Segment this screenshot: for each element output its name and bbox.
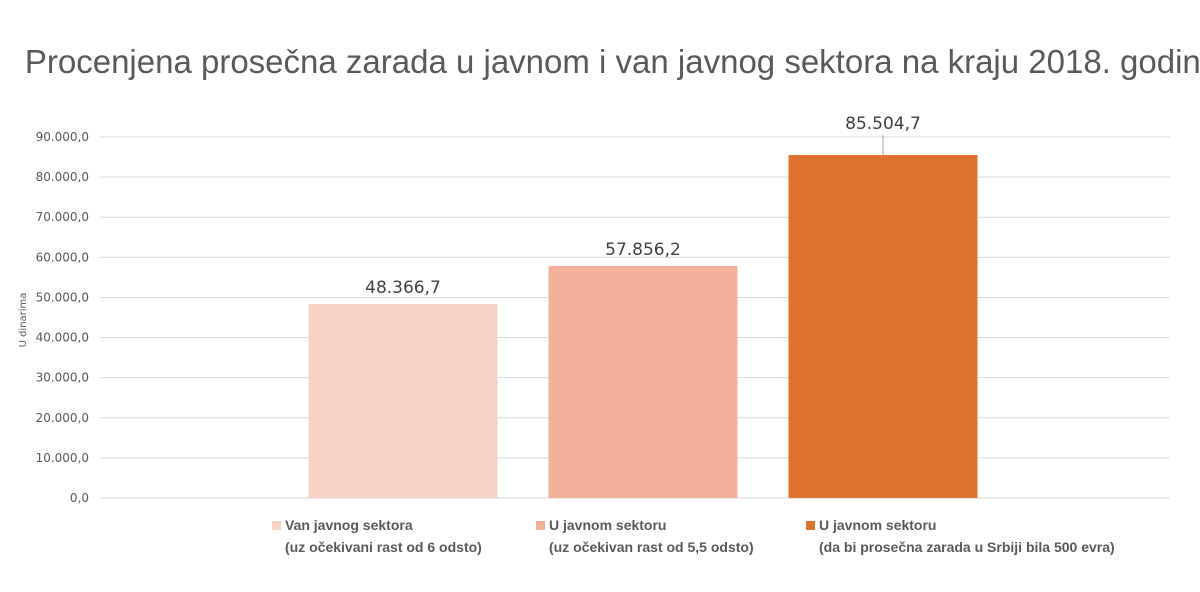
bar-1 (548, 265, 738, 498)
y-tick-label: 50.000,0 (36, 290, 89, 304)
bar-2 (788, 155, 978, 499)
bar-0 (308, 303, 498, 498)
legend-swatch-2 (806, 521, 815, 530)
data-label-2: 85.504,7 (845, 114, 921, 134)
legend-item-2: U javnom sektoru (da bi prosečna zarada … (806, 514, 1115, 558)
legend-swatch-1 (536, 521, 545, 530)
legend-sublabel-2: (da bi prosečna zarada u Srbiji bila 500… (819, 539, 1115, 555)
legend-sublabel-0: (uz očekivani rast od 6 odsto) (285, 539, 482, 555)
y-tick-label: 0,0 (70, 491, 89, 505)
legend-item-0: Van javnog sektora (uz očekivani rast od… (272, 514, 482, 558)
chart-title: Procenjena prosečna zarada u javnom i va… (24, 43, 1200, 80)
y-tick-label: 40.000,0 (36, 331, 89, 345)
y-tick-label: 30.000,0 (36, 371, 89, 385)
legend-label-2: U javnom sektoru (819, 517, 937, 533)
legend-label-0: Van javnog sektora (285, 517, 413, 533)
legend-label-1: U javnom sektoru (549, 517, 667, 533)
legend-swatch-0 (272, 521, 281, 530)
y-tick-label: 80.000,0 (36, 170, 89, 184)
y-tick-label: 60.000,0 (36, 250, 89, 264)
y-axis-label: U dinarima (18, 293, 29, 348)
data-label-0: 48.366,7 (365, 278, 441, 298)
y-tick-label: 70.000,0 (36, 210, 89, 224)
data-label-1: 57.856,2 (605, 240, 681, 260)
y-tick-label: 10.000,0 (36, 451, 89, 465)
legend-item-1: U javnom sektoru (uz očekivan rast od 5,… (536, 514, 754, 558)
y-tick-label: 20.000,0 (36, 411, 89, 425)
y-tick-label: 90.000,0 (36, 130, 89, 144)
legend-sublabel-1: (uz očekivan rast od 5,5 odsto) (549, 539, 754, 555)
